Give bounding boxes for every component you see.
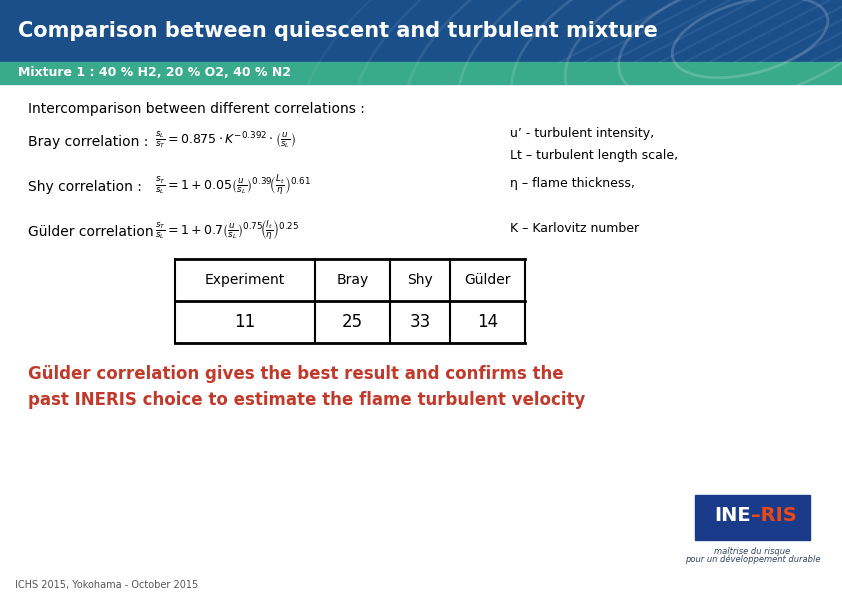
Text: Bray: Bray bbox=[336, 273, 369, 287]
Text: $\frac{s_L}{s_T} = 0.875 \cdot K^{-0.392} \cdot \left(\frac{u}{s_L}\right)$: $\frac{s_L}{s_T} = 0.875 \cdot K^{-0.392… bbox=[155, 130, 296, 151]
Text: Comparison between quiescent and turbulent mixture: Comparison between quiescent and turbule… bbox=[18, 21, 658, 41]
Text: Lt – turbulent length scale,: Lt – turbulent length scale, bbox=[510, 149, 678, 162]
Bar bbox=[0, 62, 842, 84]
Text: pour un développement durable: pour un développement durable bbox=[685, 554, 820, 563]
Text: Shy correlation :: Shy correlation : bbox=[28, 180, 147, 194]
Text: Shy: Shy bbox=[408, 273, 433, 287]
Text: u’ - turbulent intensity,: u’ - turbulent intensity, bbox=[510, 127, 654, 140]
Text: ICHS 2015, Yokohama - October 2015: ICHS 2015, Yokohama - October 2015 bbox=[15, 580, 198, 590]
Text: Gülder correlation: Gülder correlation bbox=[28, 225, 153, 239]
Text: 25: 25 bbox=[342, 313, 363, 331]
Text: –RIS: –RIS bbox=[750, 506, 797, 525]
Text: Experiment: Experiment bbox=[205, 273, 285, 287]
Text: K – Karlovitz number: K – Karlovitz number bbox=[510, 221, 639, 234]
Text: past INERIS choice to estimate the flame turbulent velocity: past INERIS choice to estimate the flame… bbox=[28, 391, 585, 409]
Text: Gülder correlation gives the best result and confirms the: Gülder correlation gives the best result… bbox=[28, 365, 563, 383]
Text: η – flame thickness,: η – flame thickness, bbox=[510, 177, 635, 189]
Text: $\frac{s_T}{s_L} = 1 + 0.05\left(\frac{u}{s_L}\right)^{0.39}\!\left(\frac{L_t}{\: $\frac{s_T}{s_L} = 1 + 0.05\left(\frac{u… bbox=[155, 173, 311, 197]
Text: Intercomparison between different correlations :: Intercomparison between different correl… bbox=[28, 102, 365, 116]
Text: INE: INE bbox=[714, 506, 750, 525]
Text: Bray correlation :: Bray correlation : bbox=[28, 135, 152, 149]
Bar bbox=[0, 0, 842, 62]
Bar bbox=[695, 495, 810, 540]
Text: 33: 33 bbox=[409, 313, 430, 331]
Text: 14: 14 bbox=[477, 313, 498, 331]
Text: maîtrise du risque: maîtrise du risque bbox=[715, 547, 791, 556]
Text: 11: 11 bbox=[234, 313, 256, 331]
Text: Mixture 1 : 40 % H2, 20 % O2, 40 % N2: Mixture 1 : 40 % H2, 20 % O2, 40 % N2 bbox=[18, 67, 291, 80]
Text: Gülder: Gülder bbox=[464, 273, 511, 287]
Text: $\frac{s_T}{s_L} = 1 + 0.7\left(\frac{u}{s_L}\right)^{0.75}\!\left(\frac{l_t}{\e: $\frac{s_T}{s_L} = 1 + 0.7\left(\frac{u}… bbox=[155, 218, 299, 242]
